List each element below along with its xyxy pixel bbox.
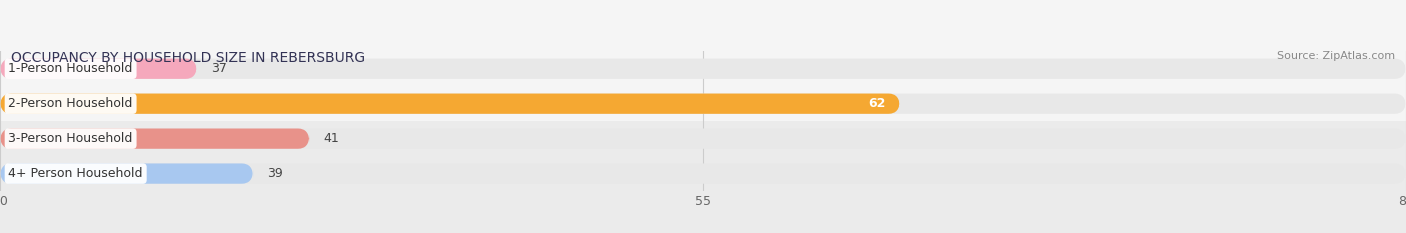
- Text: 39: 39: [267, 167, 283, 180]
- FancyBboxPatch shape: [0, 59, 1406, 79]
- FancyBboxPatch shape: [0, 164, 253, 184]
- Bar: [0, 0, 1406, 121]
- Text: 37: 37: [211, 62, 226, 75]
- Text: 4+ Person Household: 4+ Person Household: [8, 167, 143, 180]
- Text: OCCUPANCY BY HOUSEHOLD SIZE IN REBERSBURG: OCCUPANCY BY HOUSEHOLD SIZE IN REBERSBUR…: [11, 51, 366, 65]
- Text: 2-Person Household: 2-Person Household: [8, 97, 132, 110]
- Text: 62: 62: [869, 97, 886, 110]
- FancyBboxPatch shape: [0, 129, 1406, 149]
- FancyBboxPatch shape: [0, 164, 1406, 184]
- Text: Source: ZipAtlas.com: Source: ZipAtlas.com: [1277, 51, 1395, 61]
- FancyBboxPatch shape: [0, 59, 197, 79]
- Text: 3-Person Household: 3-Person Household: [8, 132, 132, 145]
- Bar: [0, 121, 1406, 233]
- Text: 1-Person Household: 1-Person Household: [8, 62, 132, 75]
- FancyBboxPatch shape: [0, 129, 309, 149]
- FancyBboxPatch shape: [0, 93, 900, 114]
- Text: 41: 41: [323, 132, 339, 145]
- FancyBboxPatch shape: [0, 93, 1406, 114]
